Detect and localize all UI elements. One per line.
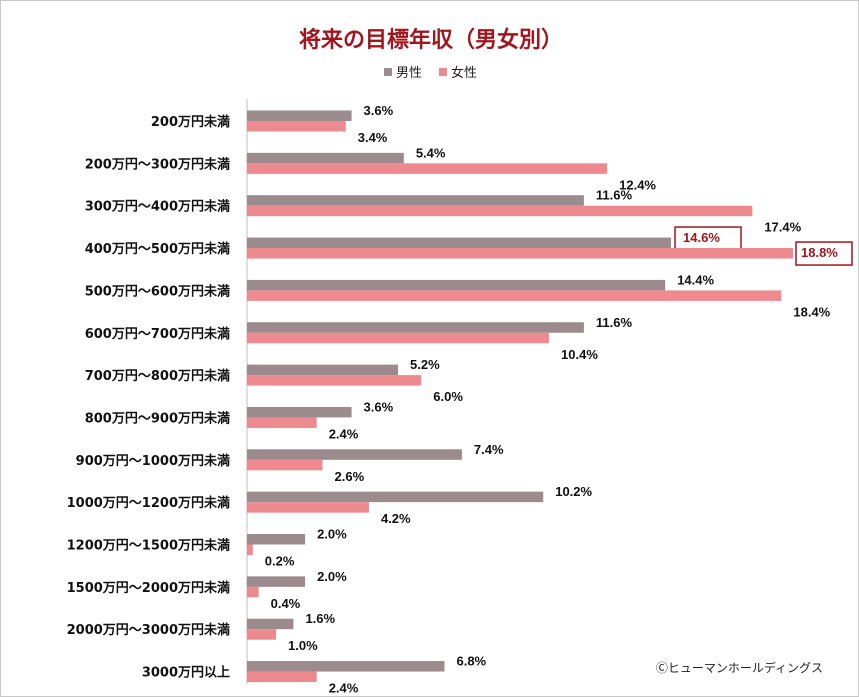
bar-male	[247, 322, 584, 333]
bar-female	[247, 121, 346, 132]
legend-swatch-female	[439, 68, 447, 76]
data-label-female: 0.4%	[271, 596, 301, 611]
data-label-male: 7.4%	[474, 442, 504, 457]
bar-female	[247, 290, 782, 301]
bar-male	[247, 279, 666, 291]
bar-male	[247, 661, 445, 672]
data-label-female: 18.4%	[793, 304, 830, 319]
data-label-female: 3.4%	[358, 130, 388, 145]
bar-female	[247, 163, 608, 174]
category-label: 900万円～1000万円未満	[76, 453, 230, 469]
category-label: 700万円～800万円未満	[85, 368, 230, 384]
legend-label-male: 男性	[396, 66, 422, 81]
highlight-box-female	[795, 241, 853, 266]
category-label: 300万円～400万円未満	[85, 199, 230, 215]
data-label-male: 2.0%	[317, 527, 347, 542]
bar-female	[247, 671, 317, 683]
legend-label-female: 女性	[451, 65, 477, 81]
data-label-male: 3.6%	[364, 399, 394, 414]
data-label-male: 11.6%	[596, 315, 633, 330]
bar-male	[247, 406, 352, 418]
bar-male	[247, 576, 306, 587]
data-label-female: 2.6%	[335, 469, 365, 484]
category-label: 2000万円～3000万円未満	[67, 622, 230, 638]
category-label: 1500万円～2000万円未満	[67, 580, 230, 596]
bar-female	[247, 417, 317, 428]
bar-female	[247, 332, 550, 344]
category-label: 200万円～300万円未満	[85, 156, 230, 172]
bar-female	[247, 248, 793, 259]
chart-marks: 200万円未満 3.6% 3.4% 200万円～300万円未満 5.4% 12.4% 300…	[67, 103, 853, 696]
category-label: 1200万円～1500万円未満	[67, 538, 230, 554]
category-label: 600万円～700万円未満	[85, 326, 230, 342]
category-label: 800万円～900万円未満	[85, 410, 230, 426]
bar-male	[247, 491, 544, 503]
bar-male	[247, 449, 462, 460]
category-label: 3000万円以上	[142, 666, 230, 681]
bar-female	[247, 375, 422, 386]
legend: 男性 女性	[384, 65, 477, 81]
data-label-male: 14.4%	[677, 272, 714, 287]
data-label-female: 12.4%	[619, 177, 656, 192]
data-label-female: 18.8%	[801, 245, 838, 260]
bar-female	[247, 459, 323, 471]
data-label-female: 2.4%	[329, 426, 359, 441]
data-label-male: 2.0%	[317, 569, 347, 584]
bar-female	[247, 544, 253, 555]
data-label-male: 1.6%	[305, 611, 335, 626]
data-label-female: 6.0%	[433, 389, 463, 404]
bar-male	[247, 152, 404, 164]
category-label: 1000万円～1200万円未満	[67, 495, 230, 511]
data-label-female: 2.4%	[329, 681, 359, 696]
bar-male	[247, 618, 294, 630]
data-label-female: 17.4%	[764, 220, 801, 235]
bar-female	[247, 502, 369, 513]
bar-female	[247, 629, 277, 640]
data-label-male: 14.6%	[683, 230, 720, 245]
data-label-male: 11.6%	[596, 188, 633, 203]
bar-female	[247, 586, 259, 598]
data-label-male: 6.8%	[456, 654, 486, 669]
data-label-female: 1.0%	[288, 638, 318, 653]
category-label: 500万円～600万円未満	[85, 283, 230, 299]
data-label-female: 10.4%	[561, 347, 598, 362]
bar-male	[247, 364, 399, 376]
bar-male	[247, 110, 352, 121]
data-label-female: 4.2%	[381, 511, 411, 526]
chart-title: 将来の目標年収（男女別）	[299, 27, 563, 53]
data-label-female: 0.2%	[265, 554, 295, 569]
bar-male	[247, 534, 306, 545]
bar-female	[247, 205, 753, 217]
bar-male	[247, 237, 672, 249]
category-label: 200万円未満	[151, 114, 230, 130]
data-label-male: 5.4%	[416, 145, 446, 160]
legend-swatch-male	[384, 68, 392, 76]
data-label-male: 3.6%	[364, 103, 394, 118]
data-label-male: 5.2%	[410, 357, 440, 372]
data-label-male: 10.2%	[555, 484, 592, 499]
category-label: 400万円～500万円未満	[85, 241, 230, 257]
bar-male	[247, 195, 584, 206]
copyright-credit: Ⓒヒューマンホールディングス	[656, 660, 823, 675]
